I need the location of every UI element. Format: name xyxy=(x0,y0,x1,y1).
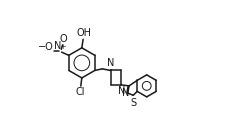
Text: N: N xyxy=(107,58,114,69)
Text: O: O xyxy=(59,34,67,44)
Text: Cl: Cl xyxy=(76,87,85,97)
Text: N: N xyxy=(122,88,129,98)
Text: N: N xyxy=(54,41,61,51)
Text: −O: −O xyxy=(38,42,54,52)
Text: OH: OH xyxy=(76,28,91,38)
Text: +: + xyxy=(60,44,66,50)
Text: S: S xyxy=(130,98,137,108)
Text: N: N xyxy=(118,86,125,96)
